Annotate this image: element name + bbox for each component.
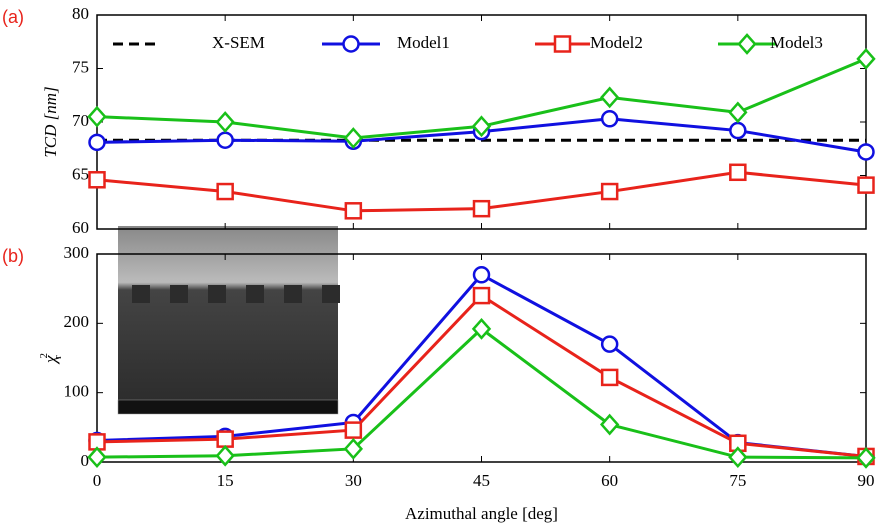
y-tick-label: 100	[64, 382, 90, 401]
sem-trench	[208, 285, 226, 303]
y-axis-label: χ2 r	[38, 353, 64, 365]
marker	[343, 437, 364, 460]
y-tick-label: 75	[72, 57, 89, 76]
marker	[471, 317, 492, 340]
marker	[215, 111, 235, 133]
y-axis-label: TCD [nm]	[41, 86, 60, 157]
sem-info-bar	[117, 399, 339, 415]
y-tick-label: 60	[72, 218, 89, 237]
marker	[216, 131, 234, 149]
sem-trench	[246, 285, 264, 303]
marker	[216, 430, 234, 448]
marker	[600, 335, 619, 353]
sem-trench	[322, 285, 340, 303]
marker	[728, 101, 748, 124]
sem-inset	[117, 226, 340, 415]
marker	[472, 286, 491, 305]
marker	[87, 446, 107, 469]
panel-label: (b)	[2, 246, 24, 266]
x-tick-label: 60	[601, 471, 618, 490]
marker	[471, 115, 492, 138]
marker	[88, 133, 106, 152]
marker	[857, 143, 875, 161]
marker	[729, 163, 747, 182]
marker	[600, 182, 619, 201]
marker	[88, 171, 106, 189]
marker	[342, 35, 360, 53]
marker	[344, 202, 363, 220]
marker	[728, 446, 748, 469]
y-tick-label: 80	[72, 4, 89, 23]
sem-image	[118, 226, 338, 414]
sem-trench	[284, 285, 302, 303]
marker	[599, 86, 620, 109]
sem-trench	[170, 285, 188, 303]
marker	[856, 47, 876, 70]
marker	[87, 105, 107, 128]
y-label-sup: 2	[38, 353, 50, 359]
marker	[737, 33, 757, 55]
panel-label: (a)	[2, 7, 24, 27]
y-label-sub: r	[52, 355, 64, 359]
y-tick-label: 200	[64, 312, 90, 331]
x-tick-label: 90	[858, 471, 875, 490]
sem-trench	[132, 285, 150, 303]
x-tick-label: 0	[93, 471, 102, 490]
legend-label: Model3	[770, 33, 823, 52]
marker	[599, 413, 620, 436]
marker	[600, 368, 619, 387]
x-tick-label: 30	[345, 471, 362, 490]
x-tick-label: 75	[729, 471, 746, 490]
legend-label: Model2	[590, 33, 643, 52]
marker	[216, 182, 234, 201]
x-tick-label: 15	[217, 471, 234, 490]
y-tick-label: 65	[72, 164, 89, 183]
marker	[857, 176, 875, 194]
marker	[729, 121, 747, 140]
marker	[600, 110, 619, 128]
marker	[344, 421, 363, 439]
x-axis-label: Azimuthal angle [deg]	[405, 504, 558, 523]
y-tick-label: 70	[72, 111, 89, 130]
marker	[553, 35, 572, 53]
legend-label: X-SEM	[212, 33, 265, 52]
marker	[856, 446, 876, 469]
y-label-main: χ	[41, 355, 60, 365]
marker	[343, 127, 364, 149]
marker	[472, 199, 491, 218]
marker	[472, 266, 491, 284]
y-tick-label: 300	[64, 243, 90, 262]
y-tick-label: 0	[81, 451, 90, 470]
legend-label: Model1	[397, 33, 450, 52]
x-tick-label: 45	[473, 471, 490, 490]
marker	[215, 444, 235, 467]
